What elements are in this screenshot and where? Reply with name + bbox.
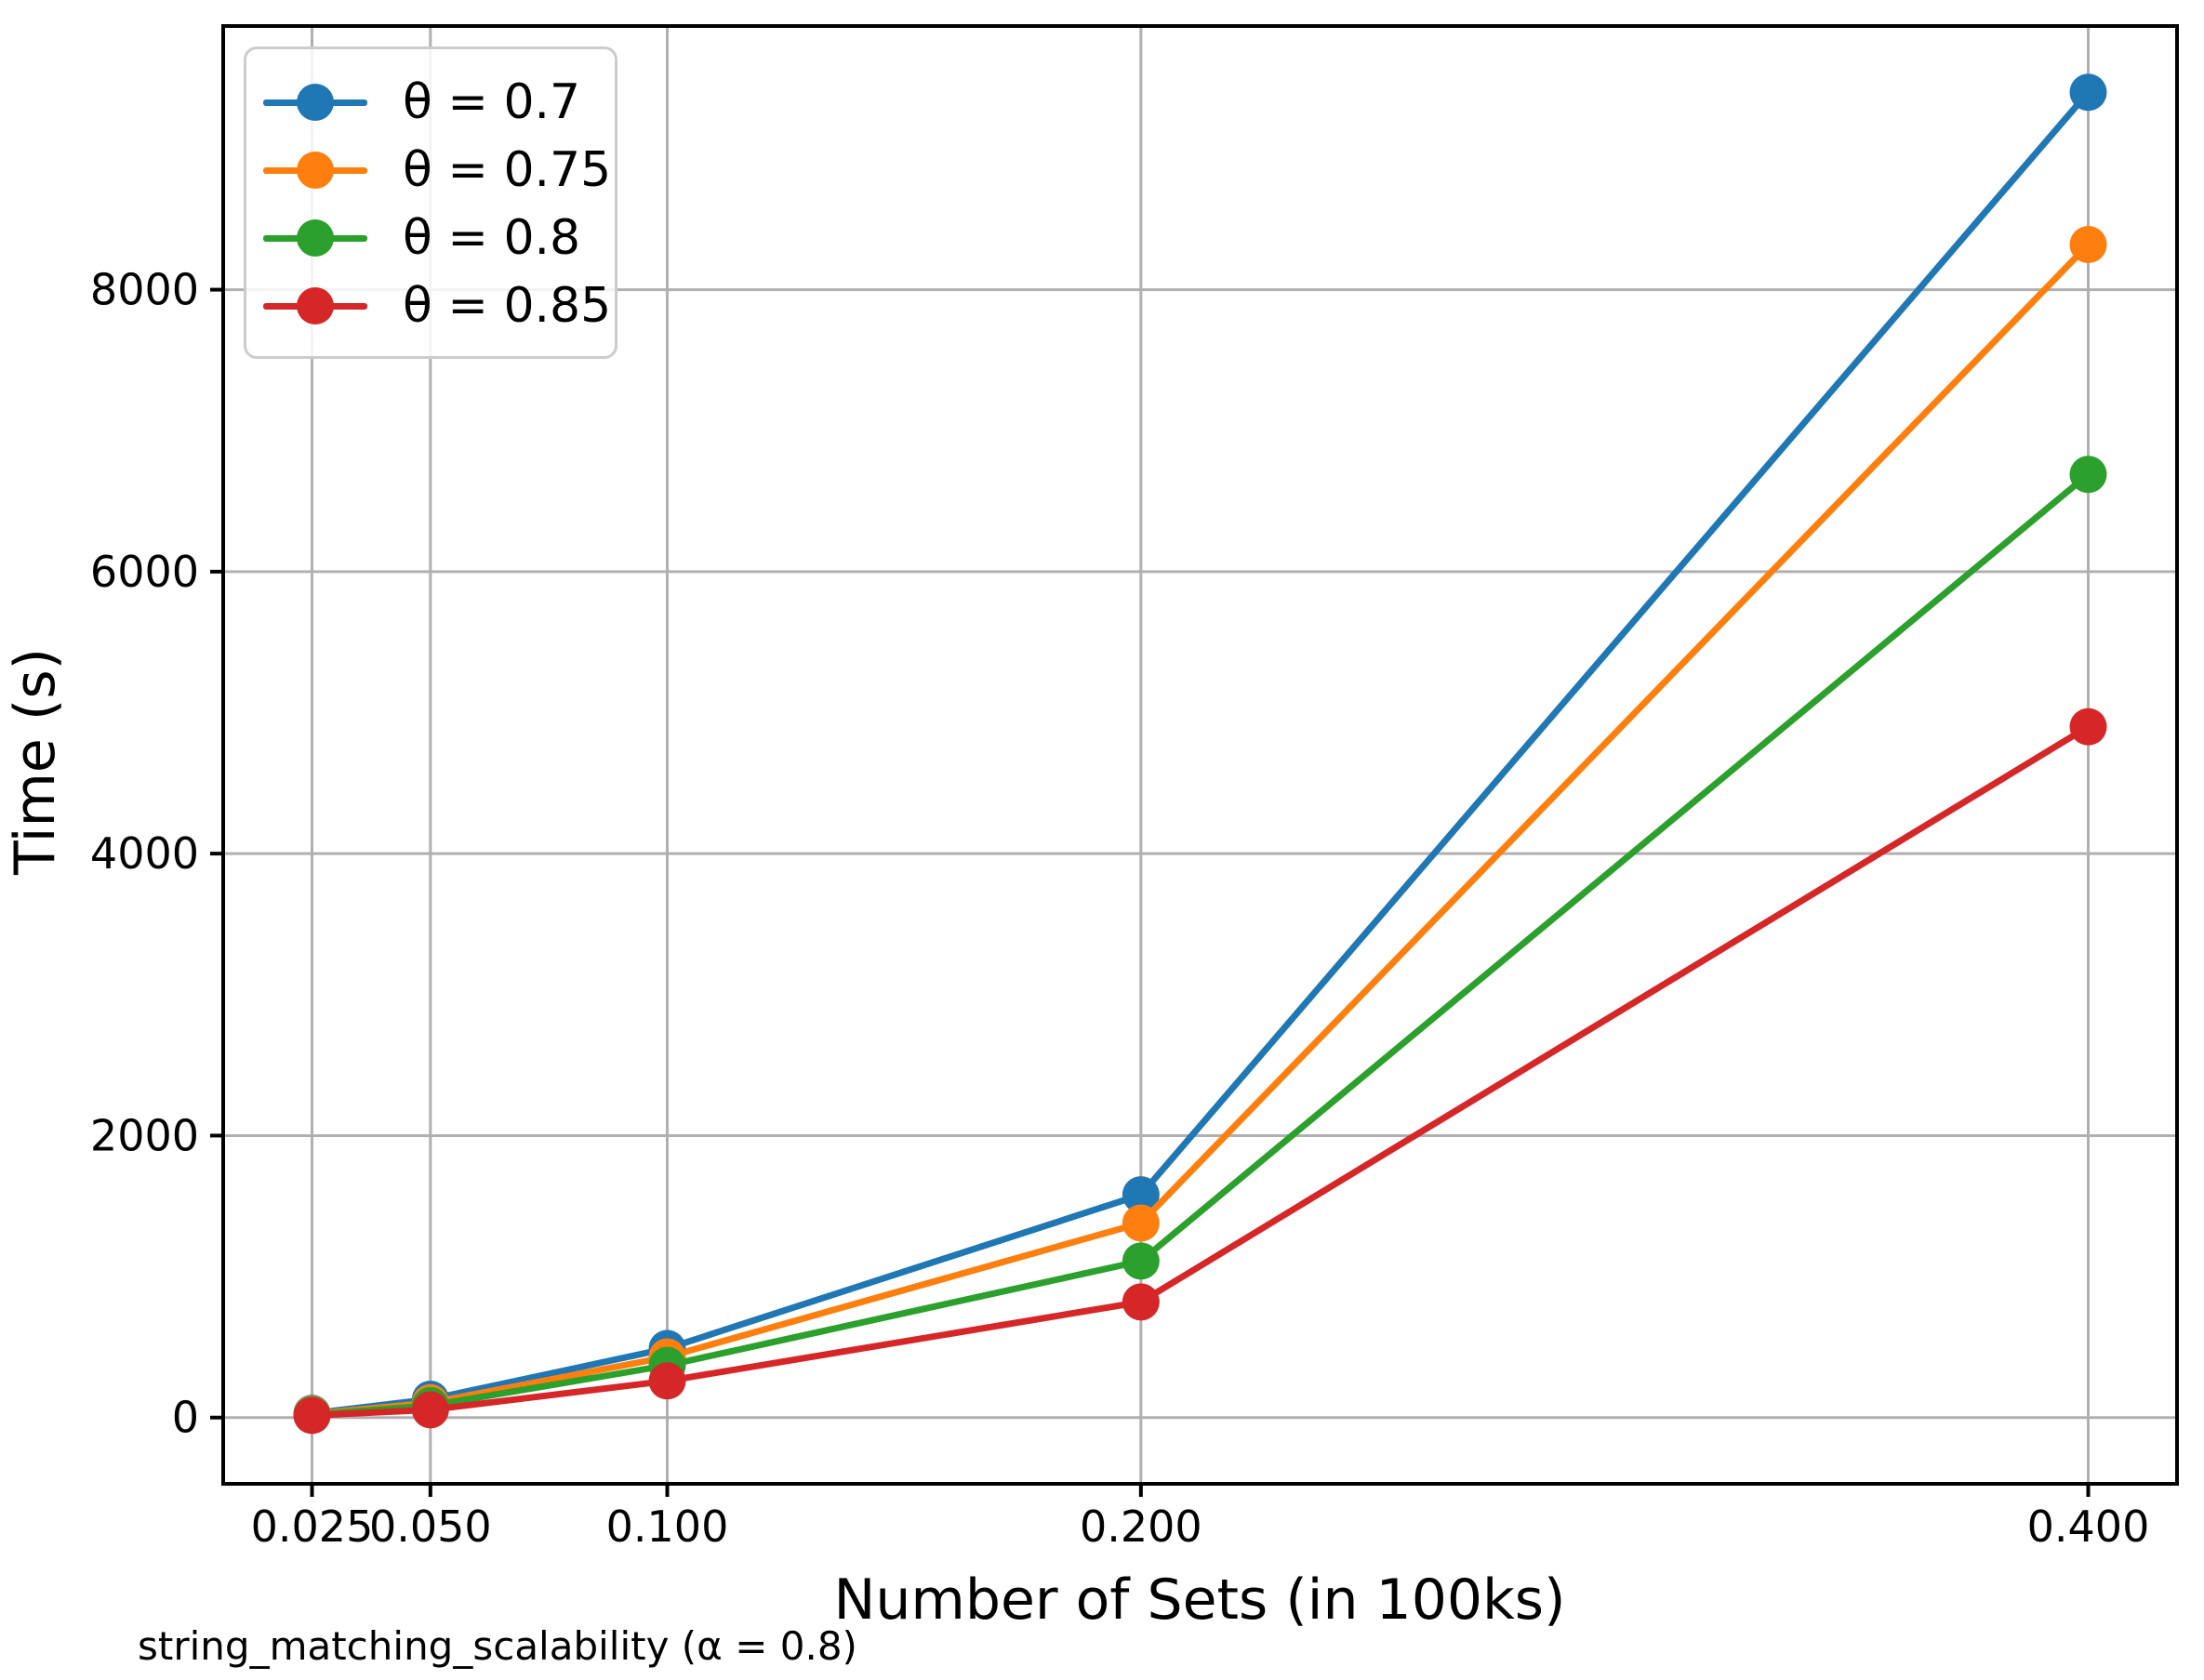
- data-point-marker: [293, 1396, 331, 1435]
- data-point-marker: [1122, 1176, 1160, 1214]
- data-point-marker: [2069, 708, 2107, 746]
- x-tick-label: 0.400: [2027, 1501, 2150, 1552]
- data-point-marker: [411, 1391, 449, 1429]
- data-point-marker: [648, 1362, 686, 1400]
- legend-item: θ = 0.7: [263, 68, 596, 136]
- legend-item-label: θ = 0.85: [403, 277, 612, 334]
- y-tick-label: 8000: [90, 265, 199, 315]
- figure-caption: string_matching_scalability (α = 0.8): [138, 1623, 857, 1669]
- x-tick-label: 0.100: [606, 1501, 729, 1552]
- legend-item: θ = 0.75: [263, 136, 611, 204]
- legend-item-label: θ = 0.7: [403, 73, 581, 130]
- y-tick-label: 4000: [90, 828, 199, 879]
- legend-item: θ = 0.85: [263, 271, 611, 339]
- y-tick-label: 6000: [90, 547, 199, 597]
- y-tick-label: 0: [172, 1393, 199, 1443]
- data-point-marker: [2069, 456, 2107, 494]
- legend-line-marker-icon: [263, 218, 367, 257]
- data-point-marker: [2069, 73, 2107, 112]
- series-line-1: [309, 241, 2091, 1418]
- x-tick-label: 0.200: [1080, 1501, 1202, 1552]
- plot-border: [221, 24, 2179, 1486]
- series-line-2: [309, 470, 2091, 1419]
- legend-line-marker-icon: [263, 286, 367, 324]
- data-point-marker: [1122, 1283, 1160, 1321]
- data-point-marker: [2069, 226, 2107, 264]
- x-axis-label: Number of Sets (in 100ks): [833, 1568, 1566, 1633]
- legend-item-label: θ = 0.8: [403, 209, 581, 266]
- y-tick-label: 2000: [90, 1110, 199, 1160]
- data-point-marker: [1122, 1204, 1160, 1242]
- y-axis-label: Time (s): [3, 648, 68, 875]
- chart-legend: θ = 0.7 θ = 0.75 θ = 0.8 θ = 0.85: [244, 46, 617, 359]
- series-line-3: [309, 723, 2091, 1419]
- legend-line-marker-icon: [263, 151, 367, 189]
- legend-item: θ = 0.8: [263, 204, 596, 271]
- legend-item-label: θ = 0.75: [403, 141, 612, 198]
- x-tick-label: 0.025: [251, 1501, 374, 1552]
- legend-line-marker-icon: [263, 83, 367, 121]
- data-point-marker: [1122, 1242, 1160, 1280]
- x-tick-label: 0.050: [369, 1501, 492, 1552]
